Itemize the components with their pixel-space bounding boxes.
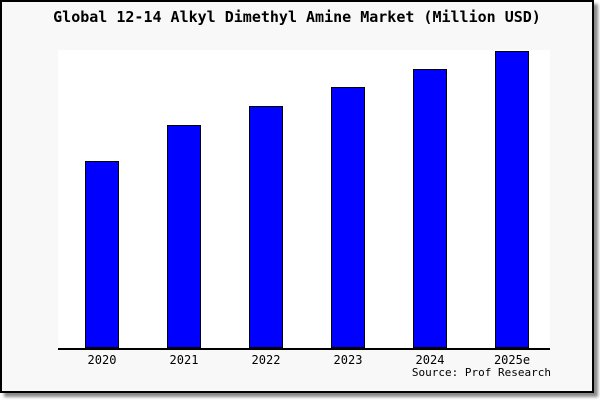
x-tick-label-2025e: 2025e [493,353,531,367]
bar-2020 [85,161,119,348]
chart-panel: Global 12-14 Alkyl Dimethyl Amine Market… [0,0,594,393]
bar-2022 [249,106,283,348]
bar-2023 [331,87,365,348]
bar-2025e [495,51,529,348]
x-tick-label-2023: 2023 [333,353,363,367]
x-tick-label-2022: 2022 [251,353,281,367]
chart-title: Global 12-14 Alkyl Dimethyl Amine Market… [53,8,541,26]
x-tick-label-2024: 2024 [415,353,445,367]
bar-2021 [167,125,201,348]
x-tick-label-2021: 2021 [169,353,199,367]
bar-2024 [413,69,447,348]
plot-area [58,50,550,350]
source-credit: Source: Prof Research [411,366,551,379]
x-tick-label-2020: 2020 [87,353,117,367]
